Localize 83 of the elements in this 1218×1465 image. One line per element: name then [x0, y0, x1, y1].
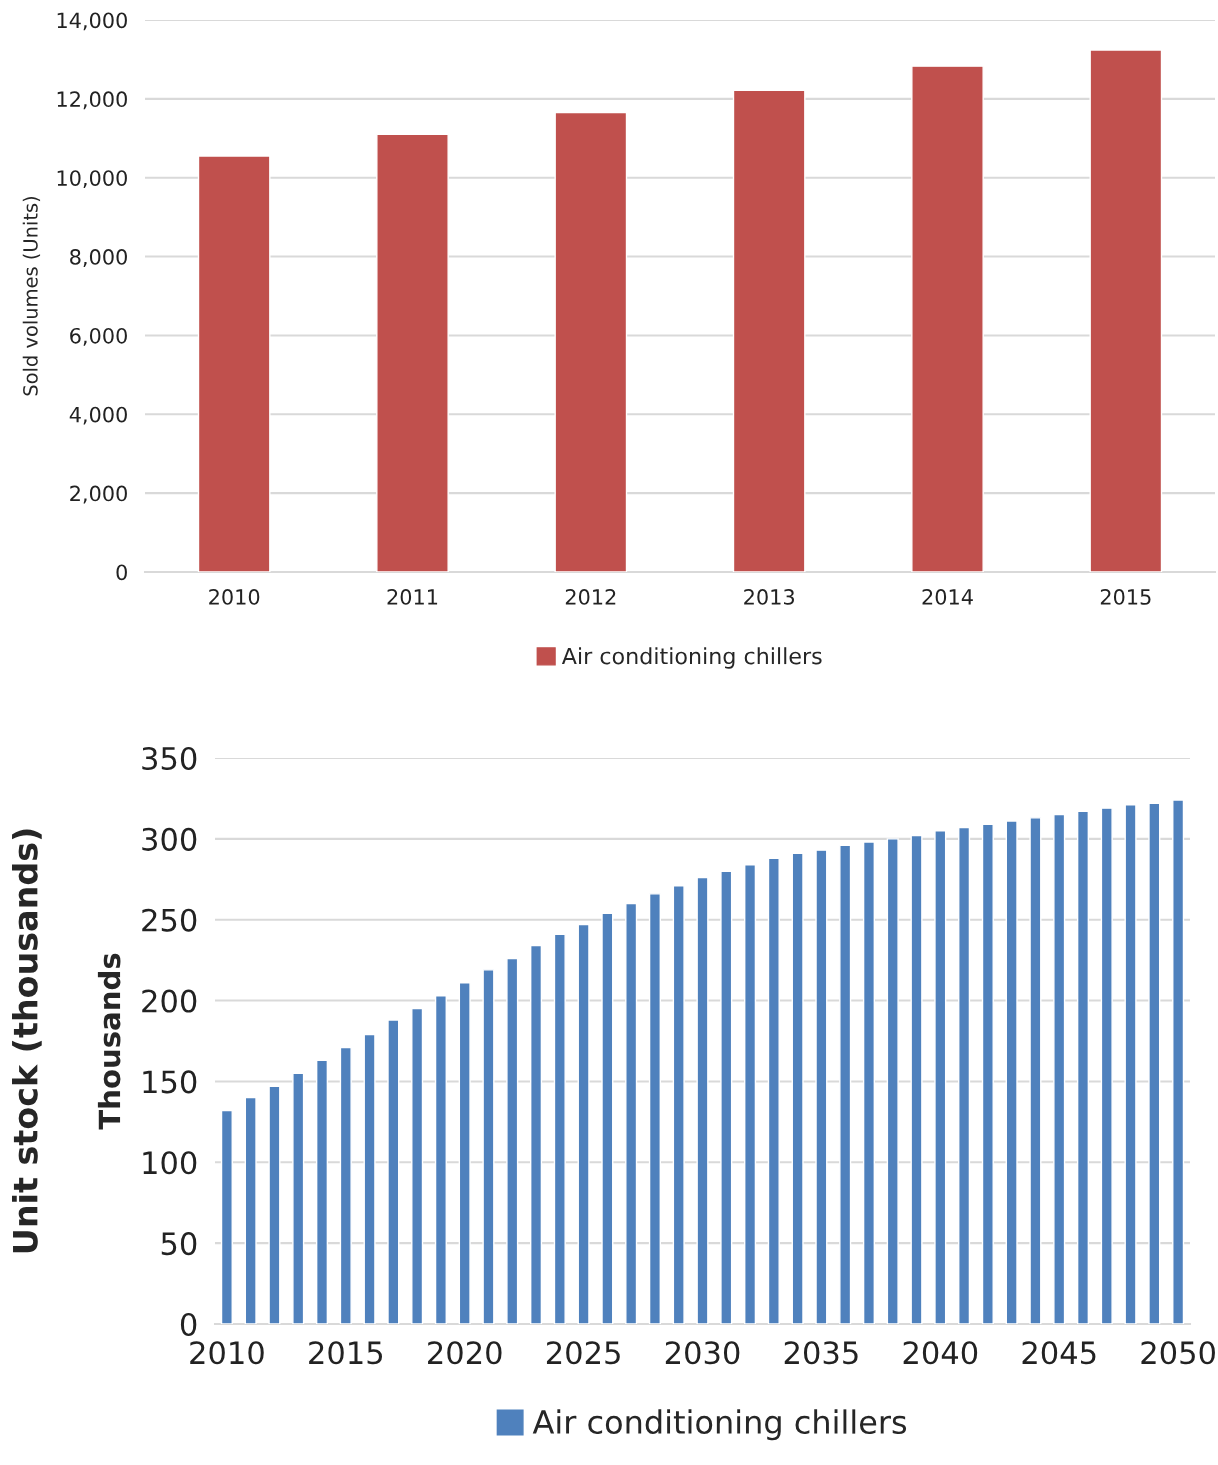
y-tick-label: 2,000 [70, 485, 127, 504]
bar [554, 111, 628, 572]
bar [1005, 820, 1018, 1324]
bar [292, 1072, 305, 1324]
bar [553, 933, 566, 1324]
bar [791, 852, 804, 1324]
bar [720, 870, 733, 1324]
bar [911, 65, 984, 572]
y-tick-label: 100 [143, 1151, 197, 1175]
bar [648, 893, 661, 1324]
x-tick-label: 2011 [387, 589, 438, 605]
y-tick-label: 4,000 [69, 406, 127, 425]
y-tick-label: 12,000 [57, 91, 127, 110]
bar [886, 838, 899, 1324]
x-tick-label: 2010 [209, 589, 260, 605]
x-tick-label: 2013 [744, 589, 795, 605]
y-tick-label: 50 [161, 1232, 197, 1256]
y-tick-label: 250 [142, 908, 197, 932]
y-tick-label: 150 [143, 1070, 197, 1094]
bar [434, 995, 447, 1324]
bar [482, 969, 495, 1324]
x-tick-label: 2025 [546, 1341, 620, 1365]
bar [1089, 49, 1163, 572]
bar [363, 1033, 376, 1324]
bar [601, 912, 614, 1324]
x-tick-label: 2030 [665, 1341, 740, 1365]
bar [981, 823, 994, 1324]
bar [1029, 817, 1042, 1324]
bar [958, 826, 971, 1324]
bar [411, 1007, 424, 1324]
bar [458, 982, 471, 1324]
bar [1076, 810, 1090, 1324]
x-tick-label: 2035 [784, 1341, 858, 1365]
text: Unit stock (thousands) [12, 829, 42, 1253]
bar [767, 857, 780, 1324]
y-tick-label: 14,000 [57, 12, 127, 31]
bar [376, 133, 449, 572]
bar [1124, 804, 1137, 1324]
bar [1100, 807, 1113, 1324]
x-tick-label: 2012 [565, 589, 616, 605]
bar [732, 89, 806, 572]
bar [1148, 802, 1161, 1324]
bar [934, 830, 947, 1324]
y-axis-title: Sold volumes (Units) [22, 196, 41, 396]
bar [839, 844, 852, 1324]
legend-label: Air conditioning chillers [561, 647, 822, 669]
y-axis-title: Thousands [97, 953, 121, 1130]
y-tick-label: 200 [142, 989, 197, 1013]
bar [268, 1085, 281, 1324]
x-tick-label: 2010 [190, 1341, 264, 1365]
bar [862, 841, 876, 1324]
bar [625, 902, 638, 1324]
bar [672, 885, 685, 1324]
y-tick-label: 6,000 [70, 327, 127, 346]
bar [506, 957, 519, 1324]
bar [315, 1059, 329, 1324]
bar [529, 944, 543, 1324]
bar [387, 1019, 400, 1324]
bar [577, 923, 590, 1324]
bar [1053, 813, 1066, 1324]
y-tick-label: 300 [142, 827, 197, 851]
bar [244, 1096, 257, 1324]
y-tick-label: 350 [142, 746, 197, 771]
bar [696, 876, 709, 1324]
y-tick-label: 0 [180, 1312, 197, 1337]
x-tick-label: 2050 [1141, 1341, 1215, 1365]
bar [1172, 799, 1185, 1324]
x-tick-label: 2045 [1022, 1341, 1096, 1365]
y-tick-label: 0 [116, 564, 127, 581]
x-tick-label: 2014 [922, 589, 973, 605]
x-tick-label: 2040 [903, 1341, 978, 1365]
bar [910, 834, 923, 1324]
y-tick-label: 10,000 [57, 170, 127, 189]
x-tick-label: 2020 [428, 1341, 502, 1365]
legend-label: Air conditioning chillers [532, 1409, 907, 1441]
bar [339, 1046, 352, 1324]
x-tick-label: 2015 [1100, 589, 1151, 605]
bar [815, 849, 828, 1324]
bar [220, 1109, 233, 1324]
y-tick-label: 8,000 [70, 249, 127, 267]
bar [744, 864, 757, 1324]
bar [197, 155, 271, 572]
x-tick-label: 2015 [309, 1341, 382, 1365]
